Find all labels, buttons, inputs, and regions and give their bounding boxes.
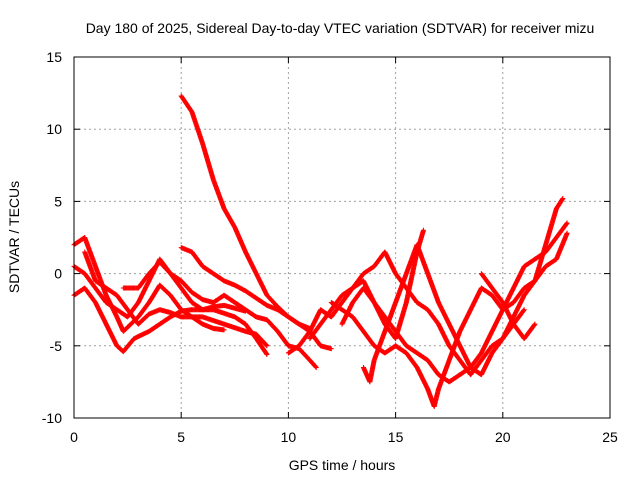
series-s8 xyxy=(285,230,570,378)
y-tick-label: -10 xyxy=(42,410,62,426)
series-s5 xyxy=(82,249,270,349)
y-tick-label: 0 xyxy=(54,266,62,282)
data-point xyxy=(264,351,270,357)
data-points xyxy=(71,93,570,409)
plot-frame xyxy=(73,56,611,419)
series-s1 xyxy=(178,93,313,331)
x-tick-label: 0 xyxy=(70,429,78,445)
series-s10 xyxy=(328,196,566,409)
series-s12 xyxy=(339,227,426,342)
series-s3 xyxy=(71,285,270,357)
y-tick-label: -5 xyxy=(50,338,63,354)
chart-title: Day 180 of 2025, Sidereal Day-to-day VTE… xyxy=(86,20,595,36)
x-tick-label: 25 xyxy=(602,429,618,445)
x-tick-label: 10 xyxy=(281,429,297,445)
y-axis-label: SDTVAR / TECUs xyxy=(6,181,22,293)
grid xyxy=(74,57,610,418)
x-tick-label: 5 xyxy=(177,429,185,445)
x-axis-label: GPS time / hours xyxy=(289,457,396,473)
y-tick-label: 10 xyxy=(46,121,62,137)
data-point xyxy=(221,327,227,333)
x-tick-label: 20 xyxy=(495,429,511,445)
y-tick-label: 15 xyxy=(46,49,62,65)
x-tick-label: 15 xyxy=(388,429,404,445)
y-tick-label: 5 xyxy=(54,193,62,209)
axes: 0 5 10 15 20 25 -10 -5 0 5 10 15 xyxy=(42,49,618,445)
